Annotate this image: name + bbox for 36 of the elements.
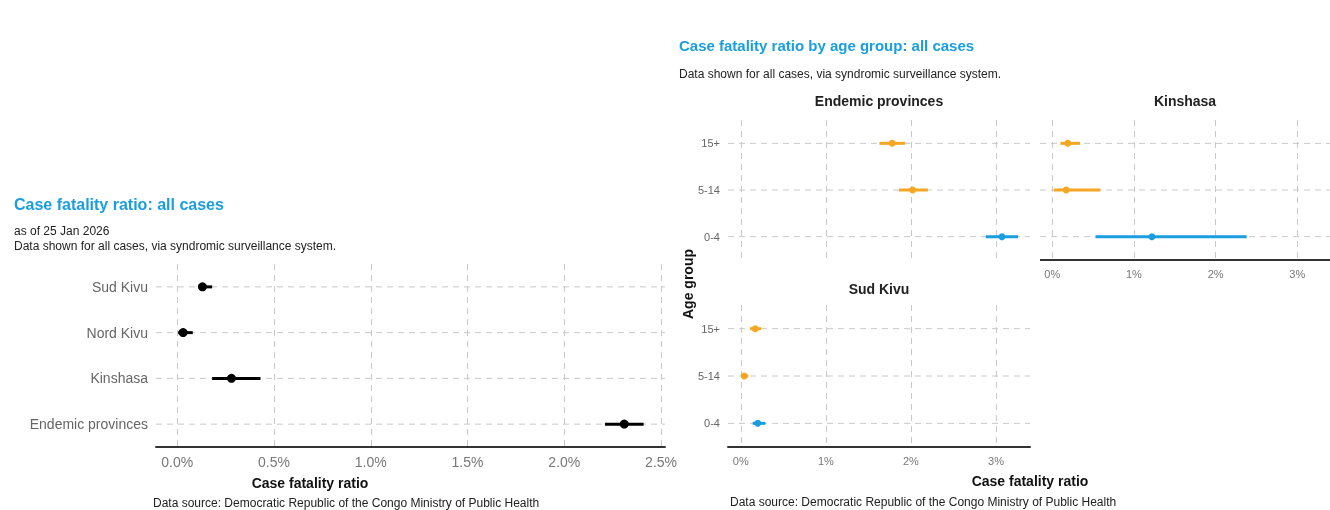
x-tick-label: 1% xyxy=(1125,267,1143,280)
chart-title: Case fatality ratio: all cases xyxy=(14,195,224,213)
x-axis-title: Case fatality ratio xyxy=(971,473,1089,489)
chart-title: Sud Kivu xyxy=(848,281,910,297)
x-tick-label: 1.5% xyxy=(451,454,484,470)
y-tick-label: Endemic provinces xyxy=(29,416,148,433)
y-tick-label: Sud Kivu xyxy=(91,278,148,295)
x-tick-label: 3% xyxy=(988,454,1005,467)
chart-subtitle: as of 25 Jan 2026 Data shown for all cases, via syndromic surveillance system. xyxy=(14,223,337,253)
y-tick-label: 0-4 xyxy=(704,230,720,243)
y-tick-label: 15+ xyxy=(701,322,720,335)
chart-title: Endemic provinces xyxy=(814,93,944,109)
x-tick-label: 2% xyxy=(1207,267,1224,280)
x-tick-label: 0.0% xyxy=(161,454,194,470)
text: Case fatality ratio by age group: all cases xyxy=(679,37,975,54)
y-tick-label: 5-14 xyxy=(697,370,720,382)
x-tick-label: 0% xyxy=(1044,267,1061,280)
x-tick-label: 2% xyxy=(902,454,920,467)
x-tick-label: 0% xyxy=(732,454,749,467)
x-tick-label: 3% xyxy=(1289,267,1306,280)
source-note: Data source: Democratic Republic of the Congo Ministry of Public Health xyxy=(730,495,1117,509)
y-axis-title: Age group xyxy=(680,249,696,319)
x-tick-label: 1.0% xyxy=(354,454,387,470)
source-note: Data source: Democratic Republic of the Congo Ministry of Public Health xyxy=(153,496,540,510)
x-axis-title: Case fatality ratio xyxy=(251,475,369,491)
y-tick-label: 5-14 xyxy=(697,184,720,196)
x-tick-label: 1% xyxy=(817,454,834,467)
x-tick-label: 0.5% xyxy=(258,454,290,470)
chart-title: Kinshasa xyxy=(1153,93,1217,109)
x-tick-label: 2.0% xyxy=(548,454,581,470)
y-tick-label: Nord Kivu xyxy=(86,324,148,341)
y-tick-label: 0-4 xyxy=(704,417,720,430)
x-tick-label: 2.5% xyxy=(645,454,678,470)
y-tick-label: 15+ xyxy=(701,137,720,150)
y-tick-label: Kinshasa xyxy=(90,370,149,387)
text: Data shown for all cases, via syndromic surveillance system. xyxy=(679,66,1002,81)
